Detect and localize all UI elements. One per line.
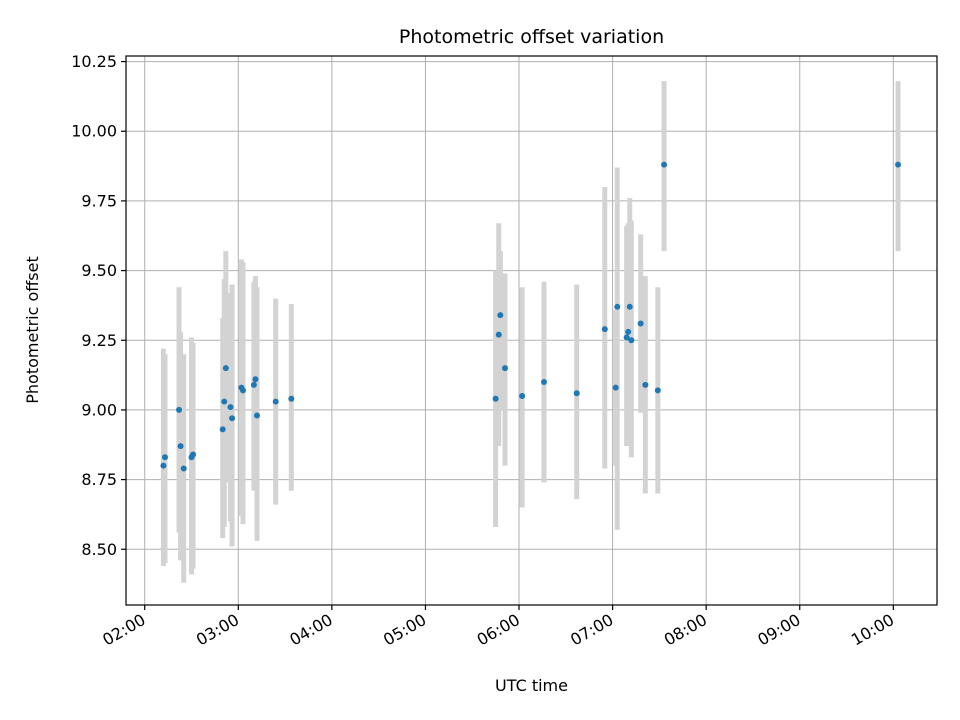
data-point (601, 326, 608, 333)
data-point (161, 454, 168, 461)
y-tick-label: 10.00 (71, 122, 117, 141)
data-point (625, 328, 632, 335)
data-point (239, 387, 246, 394)
x-tick-label: 10:00 (848, 610, 897, 650)
data-point (222, 365, 229, 372)
y-tick-label: 9.25 (81, 331, 117, 350)
y-tick-label: 10.25 (71, 52, 117, 71)
data-point (628, 337, 635, 344)
y-tick-label: 9.75 (81, 191, 117, 210)
data-point (250, 381, 257, 388)
data-point (177, 443, 184, 450)
data-point (272, 398, 279, 405)
data-point (519, 392, 526, 399)
x-tick-label: 03:00 (193, 610, 242, 650)
y-axis-label: Photometric offset (23, 256, 42, 404)
x-tick-label: 07:00 (567, 610, 616, 650)
y-tick-label: 9.50 (81, 261, 117, 280)
x-tick-label: 08:00 (661, 610, 710, 650)
data-point (501, 365, 508, 372)
x-tick-label: 06:00 (474, 610, 523, 650)
x-tick-label: 09:00 (754, 610, 803, 650)
data-point (637, 320, 644, 327)
data-point (623, 334, 630, 341)
data-point (492, 395, 499, 402)
data-point (614, 303, 621, 310)
y-tick-label: 9.00 (81, 400, 117, 419)
data-point (288, 395, 295, 402)
x-axis-ticks: 02:00 03:00 04:00 05:00 06:00 07:00 08:00 09:00… (99, 605, 897, 650)
y-axis-ticks: 8.50 8.75 9.00 9.25 9.50 9.75 10.00 10.25 (71, 52, 126, 559)
data-point (254, 412, 261, 419)
data-point (190, 451, 197, 458)
data-points (160, 161, 902, 472)
data-point (661, 161, 668, 168)
data-point (495, 331, 502, 338)
data-point (497, 312, 504, 319)
data-point (227, 404, 234, 411)
plot-frame (125, 55, 938, 606)
data-point (160, 462, 167, 469)
data-point (252, 376, 259, 383)
x-axis-label: UTC time (495, 676, 568, 695)
data-point (626, 303, 633, 310)
data-point (221, 398, 228, 405)
y-tick-label: 8.50 (81, 540, 117, 559)
grid-lines (126, 56, 937, 605)
data-point (229, 415, 236, 422)
x-tick-label: 02:00 (99, 610, 148, 650)
data-point (219, 426, 226, 433)
x-tick-label: 05:00 (380, 610, 429, 650)
x-tick-label: 04:00 (286, 610, 335, 650)
data-point (612, 384, 619, 391)
data-point (573, 390, 580, 397)
data-point (895, 161, 902, 168)
data-point (176, 406, 183, 413)
data-point (654, 387, 661, 394)
data-point (540, 379, 547, 386)
error-bars (160, 81, 901, 583)
data-point (180, 465, 187, 472)
chart-title: Photometric offset variation (399, 26, 664, 48)
data-point (642, 381, 649, 388)
y-tick-label: 8.75 (81, 470, 117, 489)
